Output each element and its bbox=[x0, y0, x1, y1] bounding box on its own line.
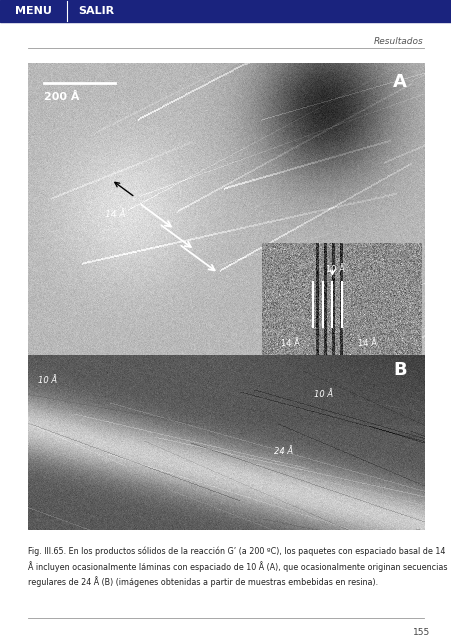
Bar bbox=[2, 1, 64, 21]
Text: 14 Å: 14 Å bbox=[105, 211, 126, 220]
Text: 10 Å: 10 Å bbox=[313, 390, 332, 399]
Text: SALIR: SALIR bbox=[78, 6, 114, 16]
Text: 10 Å: 10 Å bbox=[325, 266, 344, 275]
Text: Resultados: Resultados bbox=[373, 37, 423, 46]
Bar bbox=[277, 253, 339, 326]
Text: 10 Å: 10 Å bbox=[38, 376, 57, 385]
Text: B: B bbox=[393, 361, 406, 379]
Text: MENU: MENU bbox=[14, 6, 51, 16]
Text: Fig. III.65. En los productos sólidos de la reacción G’ (a 200 ºC), los paquetes: Fig. III.65. En los productos sólidos de… bbox=[28, 547, 446, 587]
Text: 200 Å: 200 Å bbox=[35, 505, 69, 515]
Bar bbox=[0, 0, 451, 22]
Text: 14 Å: 14 Å bbox=[357, 339, 376, 348]
Text: 155: 155 bbox=[412, 628, 429, 637]
Text: A: A bbox=[392, 73, 406, 92]
Bar bbox=[68, 1, 124, 21]
Text: 200 Å: 200 Å bbox=[44, 92, 79, 102]
Text: 14 Å: 14 Å bbox=[281, 339, 299, 348]
Text: 24 Å: 24 Å bbox=[274, 447, 293, 456]
